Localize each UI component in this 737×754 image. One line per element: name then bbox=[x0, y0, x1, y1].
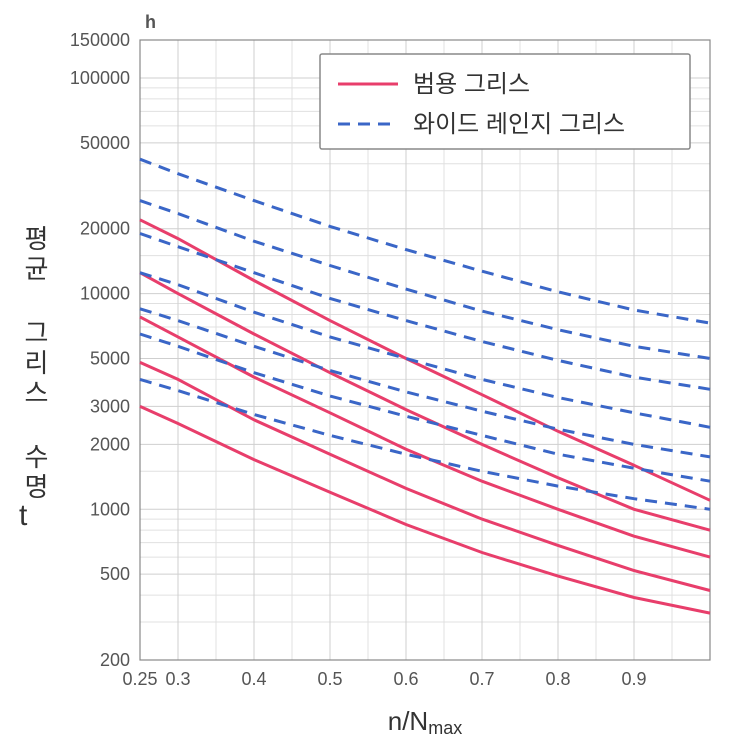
x-axis-labels: 0.25 0.3 0.4 0.5 0.6 0.7 0.8 0.9 bbox=[122, 669, 646, 689]
x-tick-label: 0.7 bbox=[469, 669, 494, 689]
y-tick-label: 5000 bbox=[90, 349, 130, 369]
y-tick-label: 10000 bbox=[80, 284, 130, 304]
series-dashed1 bbox=[140, 159, 710, 323]
y-tick-label: 20000 bbox=[80, 219, 130, 239]
y-tick-label: 500 bbox=[100, 564, 130, 584]
series-dashed2 bbox=[140, 201, 710, 359]
y-tick-label: 200 bbox=[100, 650, 130, 670]
y-tick-label: 100000 bbox=[70, 68, 130, 88]
y-unit-label: h bbox=[145, 12, 156, 32]
x-axis-label: n/Nmax bbox=[388, 706, 462, 738]
x-tick-label: 0.25 bbox=[122, 669, 157, 689]
y-tick-label: 50000 bbox=[80, 133, 130, 153]
series-group bbox=[140, 159, 710, 613]
series-dashed6 bbox=[140, 334, 710, 481]
y-tick-label: 3000 bbox=[90, 396, 130, 416]
series-solid4 bbox=[140, 362, 710, 590]
x-tick-label: 0.8 bbox=[545, 669, 570, 689]
legend-label: 와이드 레인지 그리스 bbox=[413, 111, 625, 138]
series-solid3 bbox=[140, 317, 710, 557]
series-dashed5 bbox=[140, 309, 710, 457]
legend: 범용 그리스와이드 레인지 그리스 bbox=[320, 54, 690, 149]
x-tick-label: 0.3 bbox=[165, 669, 190, 689]
x-tick-label: 0.5 bbox=[317, 669, 342, 689]
y-tick-label: 1000 bbox=[90, 499, 130, 519]
y-axis-label: 평균 그리스 수명 bbox=[20, 225, 50, 503]
y-axis-symbol: t bbox=[19, 499, 28, 532]
x-tick-label: 0.4 bbox=[241, 669, 266, 689]
x-tick-label: 0.9 bbox=[621, 669, 646, 689]
y-axis-labels: 200 500 1000 2000 3000 5000 10000 20000 50000 100… bbox=[70, 30, 130, 670]
series-solid2 bbox=[140, 273, 710, 531]
y-tick-label: 2000 bbox=[90, 434, 130, 454]
legend-label: 범용 그리스 bbox=[413, 71, 530, 98]
x-tick-label: 0.6 bbox=[393, 669, 418, 689]
y-tick-label: 150000 bbox=[70, 30, 130, 50]
